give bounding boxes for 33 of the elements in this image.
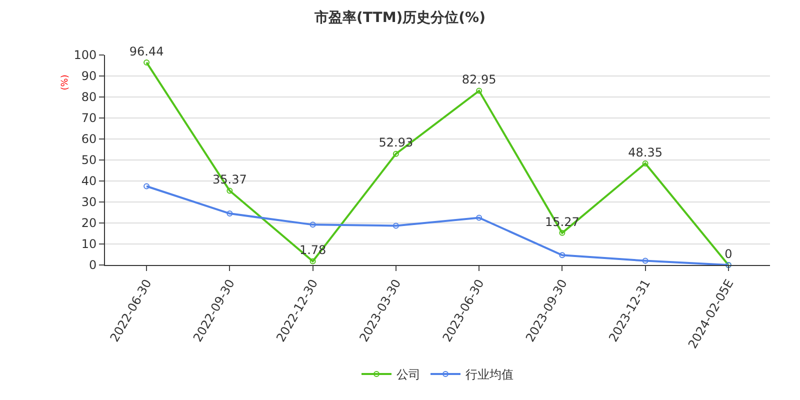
y-tick-label: 90 bbox=[81, 69, 97, 84]
y-tick-label: 0 bbox=[88, 258, 97, 272]
data-label: 0 bbox=[724, 246, 732, 261]
point bbox=[392, 222, 399, 229]
y-tick-label: 40 bbox=[81, 174, 97, 188]
point bbox=[226, 188, 233, 194]
data-label: 82.95 bbox=[462, 72, 496, 87]
y-tick-label: 80 bbox=[81, 90, 97, 104]
point bbox=[310, 258, 316, 264]
legend-label: 行业均值 bbox=[466, 368, 514, 382]
point bbox=[642, 258, 648, 264]
point bbox=[642, 160, 648, 166]
data-label: 48.35 bbox=[628, 145, 662, 160]
point bbox=[559, 252, 566, 258]
point bbox=[310, 222, 316, 228]
point bbox=[226, 210, 233, 217]
y-axis-title: (%) bbox=[60, 74, 71, 90]
y-tick-label: 10 bbox=[81, 237, 97, 252]
y-tick-label: 20 bbox=[81, 216, 97, 230]
y-tick-label: 100 bbox=[74, 48, 97, 62]
data-label: 96.44 bbox=[129, 44, 164, 58]
y-tick-label: 30 bbox=[81, 195, 97, 210]
chart-title: 市盈率(TTM)历史分位(%) bbox=[314, 8, 486, 26]
point bbox=[559, 230, 566, 236]
legend-label: 公司 bbox=[396, 368, 420, 382]
point bbox=[476, 88, 482, 94]
point bbox=[392, 150, 399, 157]
point bbox=[476, 214, 482, 221]
y-tick-label: 70 bbox=[81, 111, 97, 126]
point bbox=[144, 59, 150, 66]
y-tick-label: 60 bbox=[81, 132, 97, 146]
y-tick-label: 50 bbox=[81, 153, 97, 168]
point bbox=[144, 183, 150, 190]
